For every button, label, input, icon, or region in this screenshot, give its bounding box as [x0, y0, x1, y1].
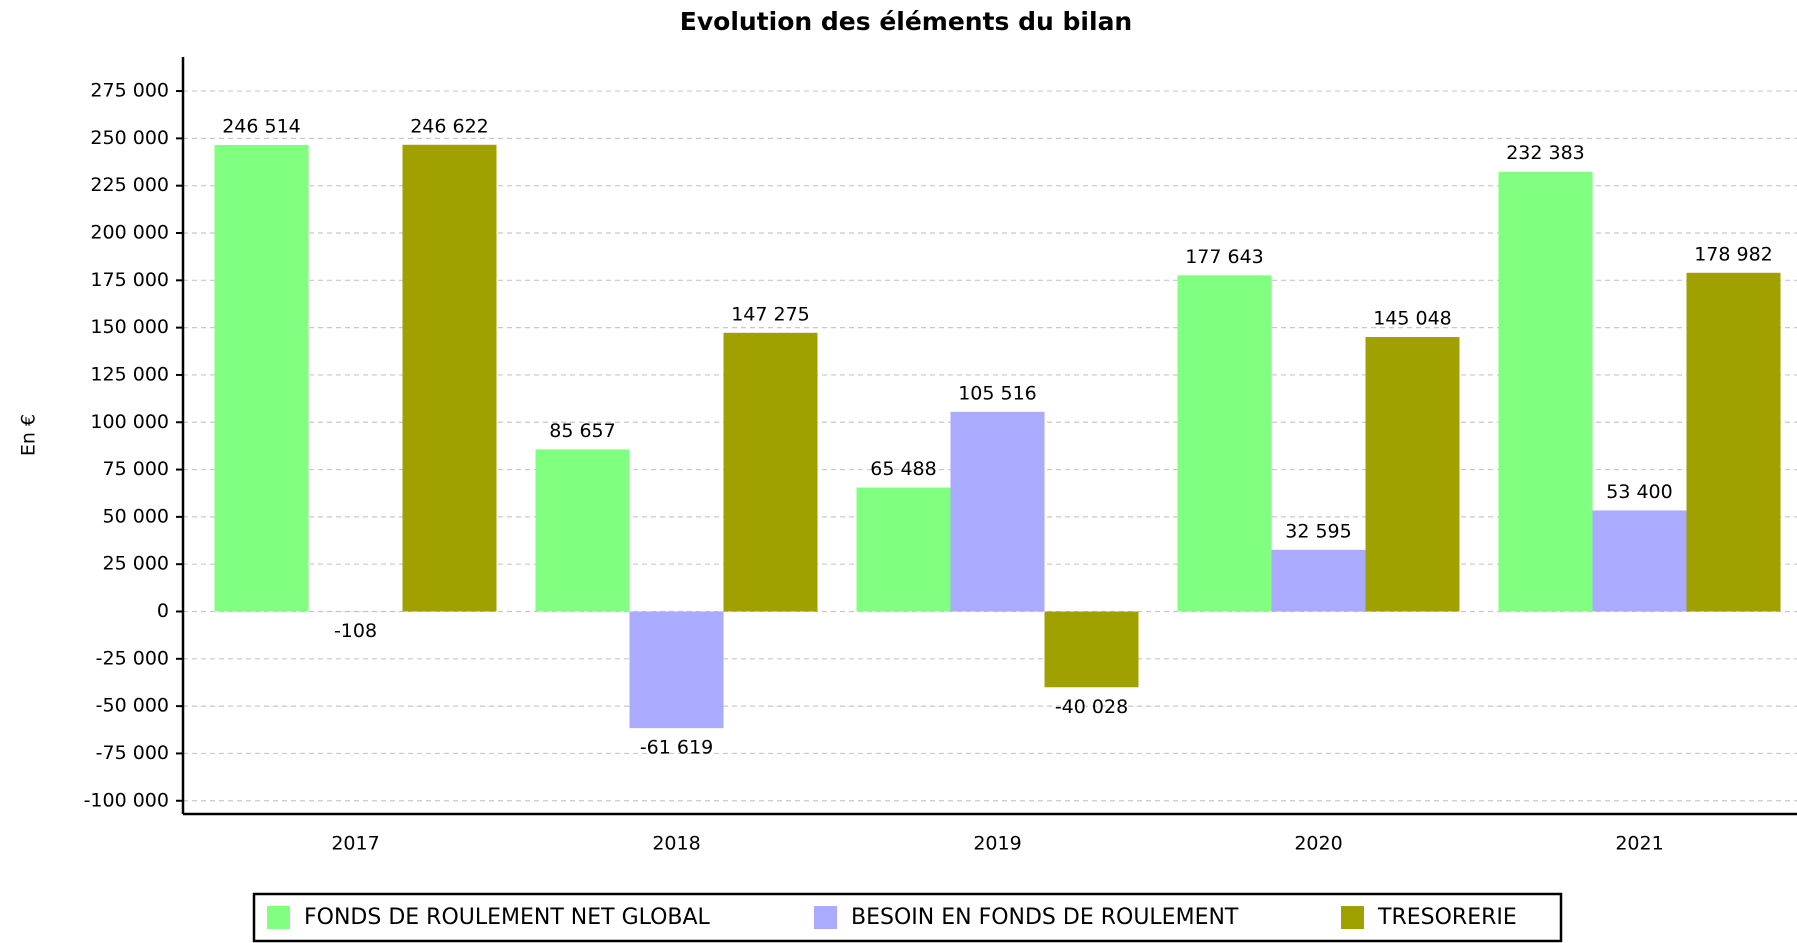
bar [402, 144, 497, 612]
x-tick-label: 2020 [1294, 833, 1342, 855]
value-label: 105 516 [958, 382, 1037, 404]
y-tick-label: 200 000 [90, 222, 169, 244]
bar [535, 449, 630, 612]
bar [214, 144, 309, 612]
bar [629, 611, 724, 729]
y-tick-label: 250 000 [90, 127, 169, 149]
y-tick-label: 225 000 [90, 174, 169, 196]
legend-swatch [814, 906, 837, 929]
bar [856, 487, 951, 612]
y-axis-label: En € [18, 414, 40, 456]
legend-label: TRESORERIE [1377, 905, 1517, 930]
value-label: 178 982 [1694, 243, 1773, 265]
y-tick-label: -50 000 [96, 695, 169, 717]
x-tick-label: 2018 [652, 833, 700, 855]
bar [1365, 336, 1460, 612]
y-tick-label: 275 000 [90, 80, 169, 102]
chart-title: Evolution des éléments du bilan [680, 7, 1132, 36]
value-label: 32 595 [1285, 520, 1351, 542]
bar [1271, 549, 1366, 612]
y-tick-label: 75 000 [103, 458, 169, 480]
value-label: 145 048 [1373, 307, 1452, 329]
value-label: 177 643 [1185, 246, 1264, 268]
bar [1592, 510, 1687, 612]
bar [1498, 171, 1593, 612]
value-label: 246 622 [410, 115, 489, 137]
bar [723, 332, 818, 612]
bar [950, 411, 1045, 612]
value-label: 232 383 [1506, 142, 1585, 164]
value-label: -40 028 [1055, 696, 1128, 718]
y-tick-label: 100 000 [90, 411, 169, 433]
y-tick-label: 150 000 [90, 316, 169, 338]
y-tick-label: -25 000 [96, 647, 169, 669]
y-tick-label: 0 [157, 600, 169, 622]
bar [1044, 611, 1139, 688]
legend-swatch [1341, 906, 1364, 929]
value-label: 85 657 [549, 420, 615, 442]
legend-label: FONDS DE ROULEMENT NET GLOBAL [304, 905, 711, 930]
bar [1686, 272, 1781, 612]
bar [1177, 275, 1272, 612]
y-tick-label: -100 000 [84, 789, 169, 811]
value-label: 246 514 [222, 115, 301, 137]
value-label: 147 275 [731, 303, 810, 325]
y-tick-label: 125 000 [90, 363, 169, 385]
x-tick-label: 2021 [1615, 833, 1663, 855]
x-tick-label: 2017 [331, 833, 379, 855]
x-tick-label: 2019 [973, 833, 1021, 855]
y-tick-label: -75 000 [96, 742, 169, 764]
y-tick-label: 50 000 [103, 505, 169, 527]
value-label: -61 619 [640, 737, 713, 759]
y-tick-label: 25 000 [103, 553, 169, 575]
legend-label: BESOIN EN FONDS DE ROULEMENT [851, 905, 1239, 930]
value-label: 65 488 [870, 458, 936, 480]
y-tick-label: 175 000 [90, 269, 169, 291]
legend-swatch [267, 906, 290, 929]
value-label: 53 400 [1606, 481, 1672, 503]
value-label: -108 [334, 620, 377, 642]
